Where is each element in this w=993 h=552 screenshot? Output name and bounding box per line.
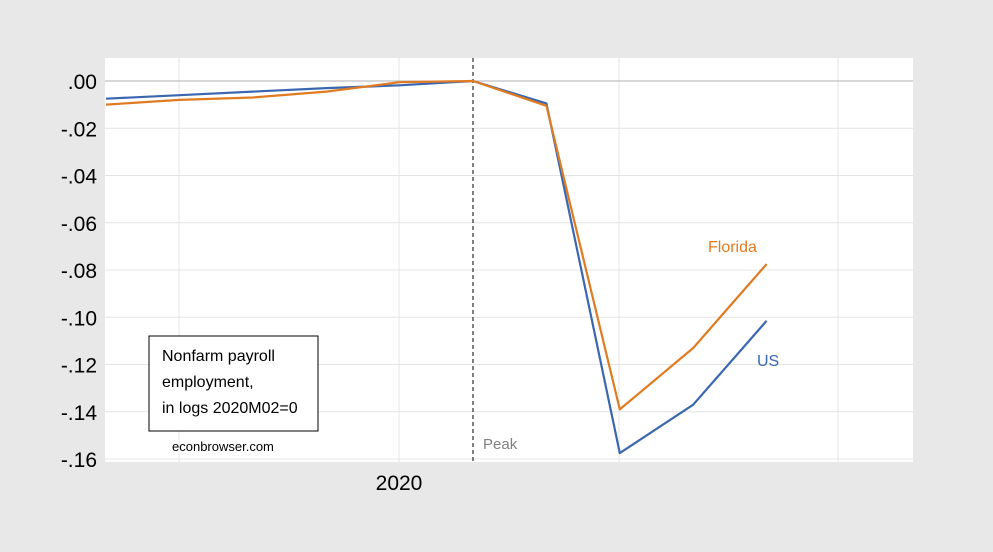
annotation-line-3: in logs 2020M02=0: [162, 400, 298, 417]
annotation-line-1: Nonfarm payroll: [162, 348, 275, 365]
series-line-florida: [105, 79, 768, 411]
annotation-box: Nonfarm payroll employment, in logs 2020…: [148, 335, 319, 432]
series-labels: Florida US: [708, 239, 779, 370]
peak-marker: Peak: [472, 58, 518, 462]
grid: [105, 58, 913, 462]
y-tick-label: -.16: [61, 449, 97, 472]
y-tick-label: -.10: [61, 307, 97, 330]
x-tick-label: 2020: [376, 472, 423, 495]
y-tick-label: -.06: [61, 213, 97, 236]
peak-label: Peak: [483, 436, 518, 453]
y-tick-label: -.02: [61, 118, 97, 141]
y-axis-ticks: .00 -.02 -.04 -.06 -.08 -.10 -.12 -.14 -.16: [61, 71, 98, 472]
y-tick-label: .00: [68, 71, 97, 94]
x-axis-ticks: 2020: [376, 472, 423, 495]
y-tick-label: -.14: [61, 402, 98, 425]
series-line-us: [105, 79, 768, 455]
annotation-line-2: employment,: [162, 374, 254, 391]
series: [105, 79, 768, 455]
source-label: econbrowser.com: [172, 439, 274, 454]
y-tick-label: -.08: [61, 260, 97, 283]
y-tick-label: -.04: [61, 166, 98, 189]
y-tick-label: -.12: [61, 355, 97, 378]
label-us: US: [757, 353, 779, 370]
label-florida: Florida: [708, 239, 757, 256]
